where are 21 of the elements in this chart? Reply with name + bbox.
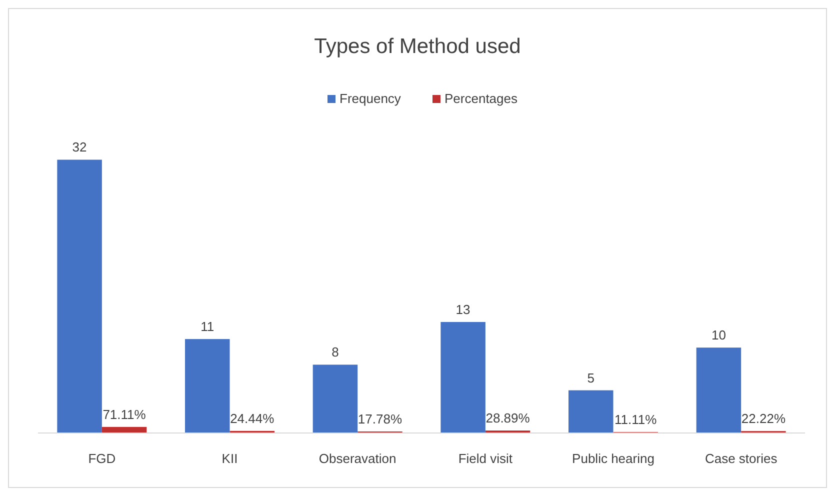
data-label: 13 — [456, 302, 470, 317]
data-label: 11 — [200, 319, 214, 334]
data-label: 28.89% — [486, 410, 530, 426]
x-tick-label: KII — [222, 451, 238, 466]
x-tick-label: Case stories — [704, 451, 778, 466]
x-tick-label: Public hearing — [572, 451, 654, 466]
data-label: 71.11% — [102, 406, 146, 422]
data-label: 11.11% — [614, 412, 658, 428]
data-label: 8 — [332, 344, 339, 360]
data-label: 32 — [72, 140, 87, 155]
legend-label: Percentages — [444, 91, 518, 106]
data-label: 10 — [711, 328, 726, 343]
legend-label: Frequency — [340, 91, 402, 106]
data-label: 17.78% — [358, 411, 402, 426]
x-tick-label: Field visit — [458, 451, 513, 466]
x-tick-label: Obseravation — [318, 451, 396, 466]
data-label: 5 — [587, 370, 594, 386]
x-tick-label: FGD — [88, 451, 116, 466]
chart-title: Types of Method used — [314, 35, 521, 58]
data-label: 24.44% — [230, 410, 275, 426]
data-label: 22.22% — [741, 411, 786, 426]
